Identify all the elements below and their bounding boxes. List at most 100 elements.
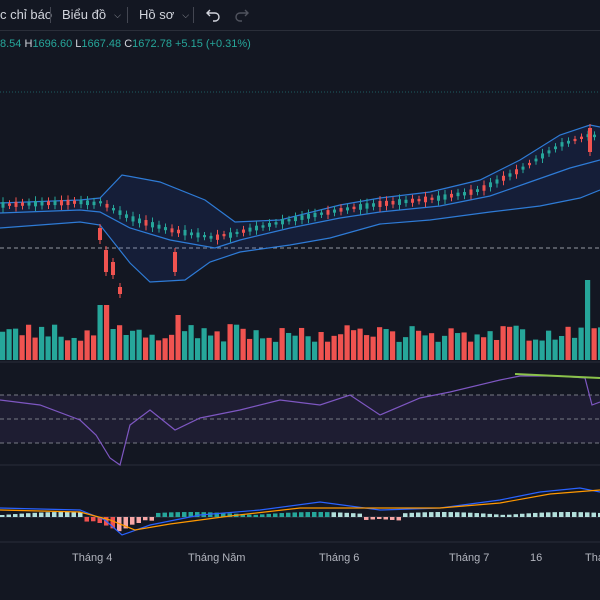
candle-body	[274, 222, 278, 225]
indicators-button[interactable]: c chỉ báo	[0, 0, 52, 30]
volume-bar	[299, 327, 305, 360]
divergence-line	[514, 373, 600, 379]
macd-histogram-bar	[312, 512, 317, 517]
volume-bar	[52, 324, 58, 360]
candle-body	[521, 166, 525, 170]
candle-body	[261, 225, 265, 228]
toolbar-divider	[193, 7, 194, 23]
volume-bar	[32, 337, 38, 360]
volume-bar	[162, 338, 168, 360]
candle-body	[482, 185, 486, 191]
macd-histogram-bar	[370, 517, 375, 520]
volume-bar	[58, 336, 64, 360]
volume-bar	[461, 332, 467, 360]
macd-histogram-bar	[0, 515, 5, 517]
volume-bar	[448, 328, 454, 360]
time-axis-label: Tháng 7	[449, 552, 490, 564]
candle-body	[27, 202, 31, 206]
volume-bar	[507, 326, 513, 360]
volume-bar	[468, 341, 474, 360]
volume-bar	[513, 325, 519, 360]
volume-bar	[266, 337, 272, 360]
rsi-line	[0, 375, 600, 466]
low-value: 1667.48	[81, 38, 122, 50]
macd-histogram-bar	[292, 512, 297, 517]
candle-body	[534, 158, 538, 162]
macd-histogram-bar	[227, 513, 232, 517]
macd-histogram-bar	[162, 512, 167, 517]
volume-bar	[409, 326, 415, 360]
candle-body	[372, 203, 375, 207]
undo-icon[interactable]	[205, 7, 221, 23]
candle-body	[443, 194, 447, 200]
candle-body	[359, 204, 362, 210]
macd-histogram-bar	[409, 512, 414, 517]
volume-bar	[195, 338, 201, 360]
macd-histogram-bar	[481, 513, 486, 517]
volume-bar	[169, 334, 175, 360]
candle-body	[66, 199, 70, 206]
candle-body	[307, 213, 310, 219]
candle-body	[268, 223, 271, 227]
volume-bar	[292, 335, 298, 360]
macd-histogram-bar	[572, 512, 577, 517]
close-value: 1672.78	[132, 38, 172, 50]
volume-bar	[214, 331, 220, 360]
bollinger-band-fill	[0, 125, 600, 282]
macd-histogram-bar	[97, 517, 102, 523]
macd-histogram-bar	[578, 512, 583, 517]
volume-bar	[110, 329, 116, 360]
volume-bar	[71, 337, 77, 360]
volume-bar	[455, 333, 461, 360]
candle-body	[391, 200, 395, 205]
candle-body	[346, 207, 349, 211]
macd-histogram-bar	[175, 512, 180, 517]
bollinger-band-line	[0, 189, 600, 283]
profile-dropdown[interactable]: Hồ sơ ⌵	[139, 0, 189, 30]
macd-histogram-bar	[182, 512, 187, 517]
volume-bar	[78, 340, 84, 360]
candle-body	[60, 200, 63, 206]
macd-histogram-bar	[240, 514, 245, 517]
candle-body	[313, 212, 317, 218]
redo-icon[interactable]	[234, 7, 250, 23]
ohlc-legend: 8.54 H1696.60 L1667.48 C1672.78 +5.15 (+…	[0, 38, 251, 50]
candle-body	[417, 198, 421, 202]
volume-bar	[494, 339, 500, 360]
macd-histogram-bar	[559, 512, 564, 517]
volume-bar	[65, 340, 71, 360]
macd-histogram-bar	[442, 512, 447, 517]
candle-body	[588, 128, 592, 152]
candle-body	[196, 232, 200, 238]
macd-histogram-bar	[6, 514, 11, 517]
candle-body	[320, 212, 323, 215]
chart-type-dropdown[interactable]: Biểu đồ ⌵	[62, 0, 121, 30]
change-value: +5.15 (+0.31%)	[175, 38, 251, 50]
candle-body	[450, 193, 453, 198]
macd-histogram-bar	[383, 517, 388, 520]
volume-bar	[435, 341, 441, 360]
macd-histogram-bar	[305, 512, 310, 517]
candle-body	[183, 229, 187, 236]
volume-bar	[552, 339, 558, 360]
macd-histogram-bar	[403, 513, 408, 517]
macd-histogram-bar	[58, 512, 63, 517]
volume-bar	[13, 328, 19, 360]
volume-bar	[565, 326, 571, 360]
macd-histogram-bar	[286, 512, 291, 517]
candle-body	[333, 209, 336, 213]
time-axis-label: Tháng Năm	[188, 552, 246, 564]
volume-bar	[234, 324, 240, 360]
candle-body	[502, 175, 505, 181]
volume-bar	[156, 340, 162, 360]
candle-body	[151, 222, 154, 228]
time-axis-label: Tháng 6	[319, 552, 360, 564]
candle-body	[209, 235, 213, 239]
macd-histogram-bar	[247, 514, 252, 517]
candle-body	[508, 173, 512, 177]
volume-bar	[481, 337, 487, 360]
candle-body	[131, 216, 135, 222]
volume-bar	[149, 334, 155, 360]
volume-bar	[188, 325, 194, 360]
